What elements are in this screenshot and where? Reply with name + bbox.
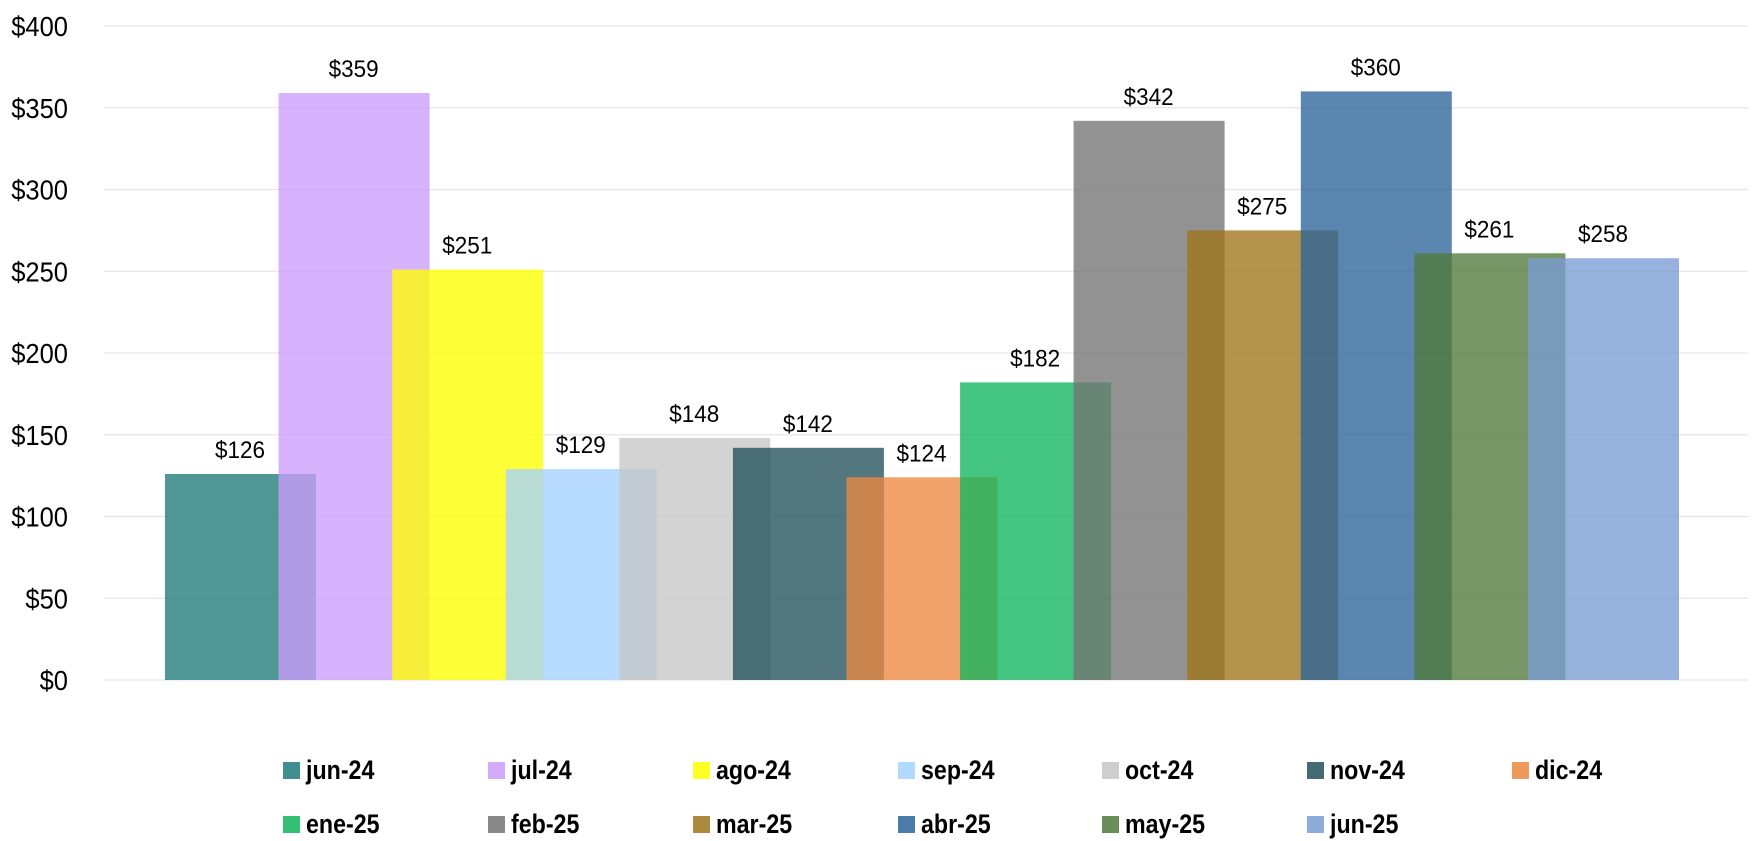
data-label-jul-24: $359 <box>329 56 379 83</box>
y-tick-label: $100 <box>11 502 68 533</box>
bar-jun-25 <box>1528 258 1679 680</box>
data-labels: $126 $359 $251 $129 $148 $142 $124 $182 $342 $275… <box>215 54 1628 467</box>
data-label-oct-24: $148 <box>669 401 719 428</box>
y-tick-label: $400 <box>11 11 68 42</box>
data-label-ago-24: $251 <box>442 233 492 260</box>
data-label-nov-24: $142 <box>783 411 833 438</box>
y-tick-label: $50 <box>25 583 68 614</box>
data-label-abr-25: $360 <box>1351 54 1401 81</box>
data-label-jun-24: $126 <box>215 437 265 464</box>
y-tick-label: $0 <box>40 665 68 696</box>
data-label-feb-25: $342 <box>1124 84 1174 111</box>
bars <box>165 91 1679 681</box>
data-label-may-25: $261 <box>1464 216 1514 243</box>
data-label-sep-24: $129 <box>556 432 606 459</box>
y-tick-label: $300 <box>11 175 68 206</box>
data-label-mar-25: $275 <box>1237 193 1287 220</box>
data-label-dic-24: $124 <box>897 440 947 467</box>
y-axis: $0 $50 $100 $150 $200 $250 $300 $350 $400 <box>11 11 68 696</box>
y-tick-label: $150 <box>11 420 68 451</box>
y-tick-label: $200 <box>11 338 68 369</box>
data-label-jun-25: $258 <box>1578 221 1628 248</box>
y-tick-label: $250 <box>11 256 68 287</box>
y-tick-label: $350 <box>11 93 68 124</box>
data-label-ene-25: $182 <box>1010 345 1060 372</box>
